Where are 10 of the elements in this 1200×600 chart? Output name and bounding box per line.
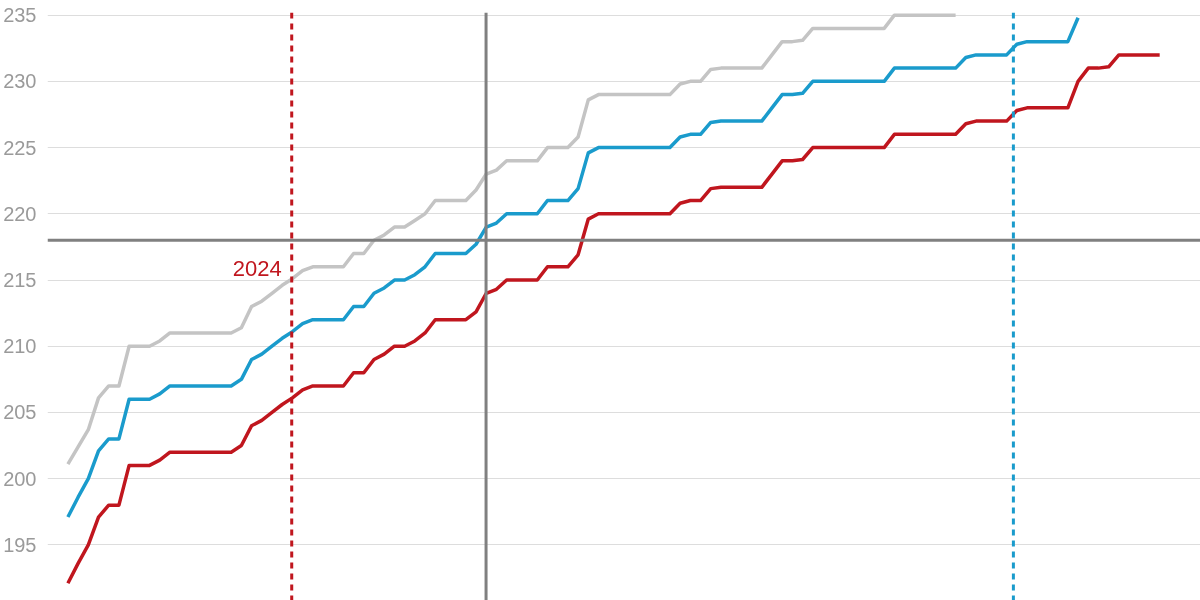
y-tick-label: 215 [3,269,37,292]
y-tick-label: 200 [3,467,37,490]
y-tick-label: 210 [3,335,37,358]
y-tick-label: 235 [3,4,37,27]
y-tick-label: 195 [3,533,37,556]
y-tick-label: 205 [3,401,37,424]
y-tick-label: 230 [3,70,37,93]
y-tick-label: 220 [3,202,37,225]
y-tick-label: 225 [3,136,37,159]
annotation: 2024 [232,255,282,281]
